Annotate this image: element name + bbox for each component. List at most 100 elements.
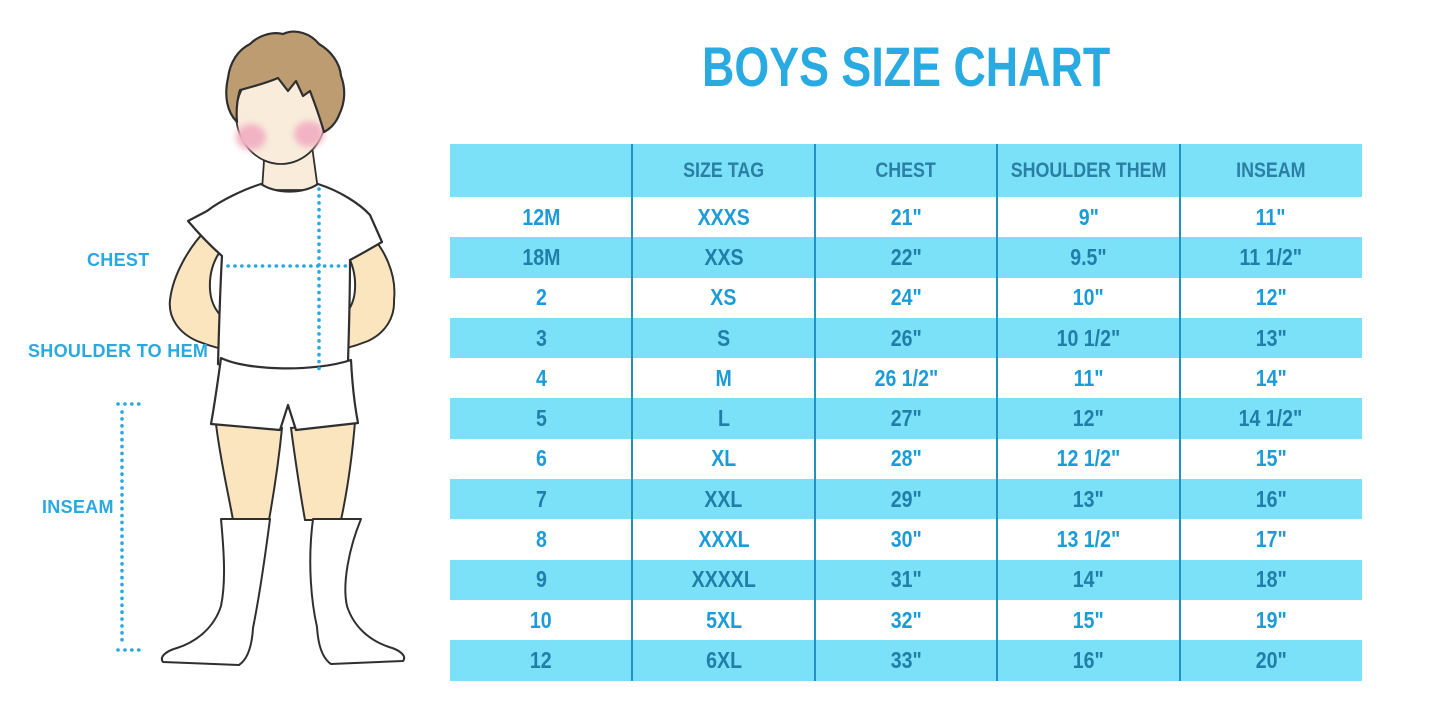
age-size-cell-text: 18M	[522, 243, 561, 270]
table-cell: XXXL	[632, 526, 814, 553]
age-size-cell-text: 2	[535, 284, 547, 311]
table-row: 12 6XL 33" 16" 20"	[450, 640, 1362, 681]
boy-right-sock	[309, 518, 406, 665]
table-cell: 5XL	[632, 607, 814, 634]
table-cell: 10 1/2"	[997, 325, 1179, 352]
table-cell-text: 14"	[1255, 364, 1287, 391]
column-divider	[631, 144, 634, 681]
table-cell: 13"	[997, 486, 1179, 513]
table-cell-text: 31"	[890, 566, 922, 593]
table-cell-text: 32"	[890, 606, 922, 633]
boy-left-blush	[236, 124, 266, 150]
column-header-cell: SIZE TAG	[632, 159, 814, 183]
inseam-measurement-label: INSEAM	[42, 497, 114, 517]
table-cell-text: 14"	[1072, 566, 1104, 593]
table-row: 8 XXXL 30" 13 1/2" 17"	[450, 519, 1362, 560]
table-cell: 26"	[815, 325, 997, 352]
column-divider	[813, 144, 816, 681]
column-divider	[996, 144, 999, 681]
table-cell-text: 20"	[1255, 646, 1287, 673]
age-size-cell-text: 12M	[522, 203, 561, 230]
table-cell: 13"	[1180, 325, 1362, 352]
age-size-cell: 7	[450, 486, 632, 513]
column-header-cell-text: SHOULDER THEM	[1010, 158, 1167, 182]
table-cell: 32"	[815, 607, 997, 634]
column-header-cell: CHEST	[814, 159, 996, 183]
table-row: 4 M 26 1/2" 11" 14"	[450, 358, 1362, 399]
table-row: 5 L 27" 12" 14 1/2"	[450, 398, 1362, 439]
table-cell-text: XXXL	[698, 526, 750, 553]
table-cell: XXL	[632, 486, 814, 513]
age-size-cell-text: 3	[535, 324, 547, 351]
table-cell-text: 13"	[1255, 324, 1287, 351]
table-cell-text: 16"	[1072, 646, 1104, 673]
table-cell: 11"	[997, 365, 1179, 392]
age-size-cell: 3	[450, 325, 632, 352]
table-cell: 9.5"	[997, 244, 1179, 271]
column-header-cell-text: CHEST	[875, 158, 936, 182]
table-cell-text: 11"	[1255, 203, 1286, 230]
table-cell: 15"	[997, 607, 1179, 634]
table-cell: 11 1/2"	[1180, 244, 1362, 271]
table-cell: 16"	[997, 647, 1179, 674]
table-cell-text: L	[717, 405, 730, 432]
table-cell-text: XXL	[704, 485, 743, 512]
table-cell-text: 14 1/2"	[1239, 405, 1303, 432]
table-row: 3 S 26" 10 1/2" 13"	[450, 317, 1362, 359]
boy-left-leg	[214, 422, 284, 521]
table-cell-text: 33"	[890, 646, 922, 673]
table-cell-text: 18"	[1255, 566, 1287, 593]
column-header-cell: SHOULDER THEM	[997, 159, 1180, 183]
table-cell: 14"	[1180, 365, 1362, 392]
table-cell: 26 1/2"	[815, 365, 997, 392]
table-cell: 33"	[815, 647, 997, 674]
table-cell: 20"	[1180, 647, 1362, 674]
table-cell: 11"	[1180, 204, 1362, 231]
table-cell-text: 26"	[890, 324, 922, 351]
table-cell-text: 28"	[890, 445, 922, 472]
table-cell: 29"	[815, 486, 997, 513]
table-cell-text: M	[715, 364, 732, 391]
table-cell-text: 21"	[890, 203, 922, 230]
age-size-cell-text: 4	[535, 364, 547, 391]
table-row: 7 XXL 29" 13" 16"	[450, 479, 1362, 520]
table-cell: 27"	[815, 405, 997, 432]
boy-figure-illustration	[116, 30, 406, 666]
table-cell-text: XXXS	[697, 203, 750, 230]
table-cell-text: 12"	[1072, 405, 1104, 432]
table-cell-text: 10 1/2"	[1056, 324, 1121, 351]
table-cell-text: 9"	[1078, 203, 1099, 230]
age-size-cell: 12	[450, 647, 632, 674]
table-cell-text: 12 1/2"	[1056, 445, 1121, 472]
table-cell: 24"	[815, 284, 997, 311]
boy-hair	[225, 30, 346, 134]
table-cell-text: 16"	[1255, 485, 1287, 512]
table-row: 2 XS 24" 10" 12"	[450, 277, 1362, 318]
table-cell-text: XXS	[704, 243, 744, 270]
table-cell: 10"	[997, 284, 1179, 311]
table-cell: 22"	[815, 244, 997, 271]
age-size-cell: 12M	[450, 204, 632, 231]
age-size-cell-text: 12	[530, 646, 553, 673]
table-cell: 6XL	[632, 647, 814, 674]
measurement-figure-panel: CHEST SHOULDER TO HEM INSEAM	[0, 0, 450, 723]
boy-right-blush	[294, 121, 324, 147]
age-size-cell-text: 7	[535, 485, 547, 512]
table-cell-text: 27"	[890, 405, 922, 432]
table-cell-text: 10"	[1072, 284, 1104, 311]
table-header-row: SIZE TAG CHEST SHOULDER THEM INSEAM	[450, 144, 1362, 197]
age-size-cell: 8	[450, 526, 632, 553]
table-cell: 31"	[815, 566, 997, 593]
table-cell-text: 26 1/2"	[874, 364, 938, 391]
table-cell-text: 11 1/2"	[1239, 243, 1303, 270]
table-cell: 18"	[1180, 566, 1362, 593]
boy-left-sock	[160, 518, 271, 666]
table-cell-text: XS	[710, 284, 737, 311]
table-cell-text: 29"	[890, 485, 922, 512]
age-size-cell-text: 6	[535, 445, 547, 472]
table-cell: 14"	[997, 566, 1179, 593]
table-cell-text: 22"	[890, 243, 922, 270]
age-size-cell-text: 9	[535, 566, 547, 593]
shoulder-to-hem-measurement-label: SHOULDER TO HEM	[28, 341, 209, 361]
table-cell: XXXXL	[632, 566, 814, 593]
